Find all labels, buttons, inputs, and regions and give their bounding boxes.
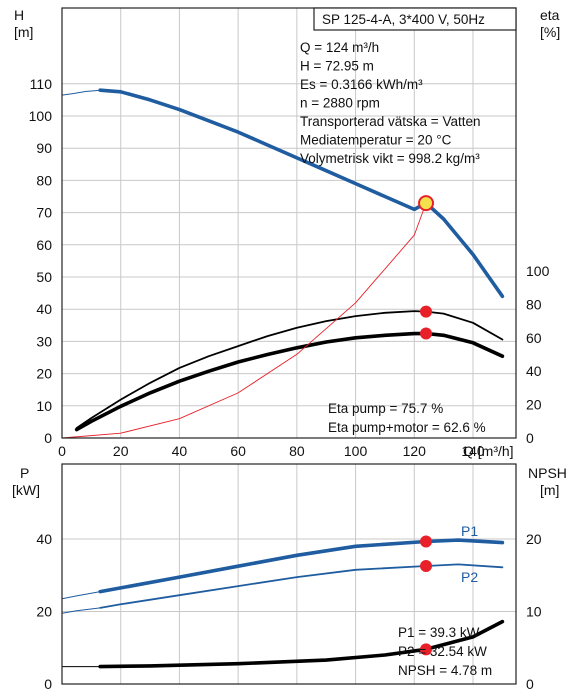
top-series-line-1 <box>61 89 101 96</box>
bottom-plot-frame <box>61 463 517 685</box>
power-point-marker <box>420 560 433 573</box>
h-tick-label: 20 <box>36 366 52 382</box>
bottom-grid <box>62 464 516 684</box>
npsh-axis-name: NPSH <box>528 465 567 481</box>
npsh-tick-label: 0 <box>526 676 534 692</box>
power-value-line: P2 = 32.54 kW <box>398 644 487 659</box>
duty-info-line: Es = 0.3166 kWh/m³ <box>300 77 423 92</box>
eta-axis-unit: [%] <box>540 24 560 40</box>
eta-point-marker <box>420 327 433 340</box>
duty-point-marker <box>418 195 435 212</box>
bottom-series-line-4 <box>61 607 101 614</box>
p-axis-name: P <box>20 465 29 481</box>
power-point-marker <box>420 535 433 548</box>
h-tick-label: 40 <box>36 301 52 317</box>
x-tick-label: 20 <box>113 443 129 459</box>
p-tick-label: 40 <box>36 531 52 547</box>
x-tick-label: 140 <box>461 443 485 459</box>
duty-info-line: Transporterad vätska = Vatten <box>300 114 480 129</box>
duty-info-block: Q = 124 m³/h H = 72.95 m Es = 0.3166 kWh/m… <box>300 40 480 166</box>
bottom-series-line-2 <box>98 619 505 669</box>
h-axis-unit: [m] <box>14 24 33 40</box>
x-tick-label: 60 <box>230 443 246 459</box>
x-tick-label: 0 <box>58 443 66 459</box>
npsh-tick-label: 10 <box>526 604 542 620</box>
x-tick-label: 80 <box>289 443 305 459</box>
duty-info-line: n = 2880 rpm <box>300 96 380 111</box>
h-tick-label: 0 <box>44 430 52 446</box>
x-tick-label: 40 <box>172 443 188 459</box>
top-operating-points <box>418 195 435 340</box>
power-point-marker <box>420 643 433 656</box>
bottom-series <box>61 538 505 669</box>
bottom-ticks: 0 20 40 0 10 20 <box>36 531 541 692</box>
h-tick-label: 110 <box>30 76 53 92</box>
bottom-series-line-3 <box>61 591 101 600</box>
power-values-block: P1 = 39.3 kW P2 = 32.54 kW NPSH = 4.78 m <box>398 625 492 678</box>
duty-info-line: Volymetrisk vikt = 998.2 kg/m³ <box>300 151 480 166</box>
h-tick-label: 100 <box>29 108 53 124</box>
h-axis-name: H <box>14 7 24 23</box>
x-tick-label: 100 <box>344 443 368 459</box>
bottom-operating-points <box>420 535 433 656</box>
eta-values-block: Eta pump = 75.7 % Eta pump+motor = 62.6 % <box>328 401 486 435</box>
top-series-line-4 <box>61 202 427 439</box>
series-label-p1: P1 <box>461 523 478 539</box>
p-tick-label: 20 <box>36 604 52 620</box>
eta-tick-label: 40 <box>526 363 542 379</box>
npsh-axis-unit: [m] <box>540 482 559 498</box>
chart-title: SP 125-4-A, 3*400 V, 50Hz <box>322 12 485 27</box>
top-grid <box>62 8 516 438</box>
duty-info-line: Mediatemperatur = 20 °C <box>300 133 452 148</box>
eta-tick-label: 0 <box>526 430 534 446</box>
npsh-tick-label: 20 <box>526 531 542 547</box>
h-tick-label: 80 <box>36 172 52 188</box>
eta-value-line: Eta pump+motor = 62.6 % <box>328 420 486 435</box>
p-tick-label: 0 <box>44 676 52 692</box>
eta-value-line: Eta pump = 75.7 % <box>328 401 443 416</box>
eta-tick-label: 20 <box>526 397 542 413</box>
eta-tick-label: 80 <box>526 296 542 312</box>
eta-tick-label: 60 <box>526 330 542 346</box>
h-tick-label: 50 <box>36 269 52 285</box>
power-value-line: P1 = 39.3 kW <box>398 625 480 640</box>
title-box <box>313 7 517 31</box>
h-tick-label: 70 <box>36 205 52 221</box>
top-plot-frame <box>61 7 517 439</box>
p-axis-unit: [kW] <box>12 482 40 498</box>
power-value-line: NPSH = 4.78 m <box>398 663 492 678</box>
eta-point-marker <box>420 305 433 318</box>
h-tick-label: 30 <box>36 333 52 349</box>
series-label-p2: P2 <box>461 569 478 585</box>
h-tick-label: 60 <box>36 237 52 253</box>
eta-tick-label: 100 <box>526 263 550 279</box>
x-axis-label: Q [m³/h] <box>463 443 514 459</box>
h-tick-label: 90 <box>36 140 52 156</box>
h-tick-label: 10 <box>36 398 52 414</box>
top-ticks: 0 20 40 60 80 100 120 140 0 10 20 30 40 50 60 70 80 90 100… <box>29 76 550 459</box>
bottom-series-line-1 <box>99 563 504 609</box>
duty-info-line: H = 72.95 m <box>300 59 374 74</box>
eta-axis-name: eta <box>540 7 560 23</box>
x-tick-label: 120 <box>403 443 427 459</box>
top-series-line-0 <box>98 88 505 299</box>
duty-info-line: Q = 124 m³/h <box>300 40 379 55</box>
bottom-series-line-0 <box>98 538 505 594</box>
